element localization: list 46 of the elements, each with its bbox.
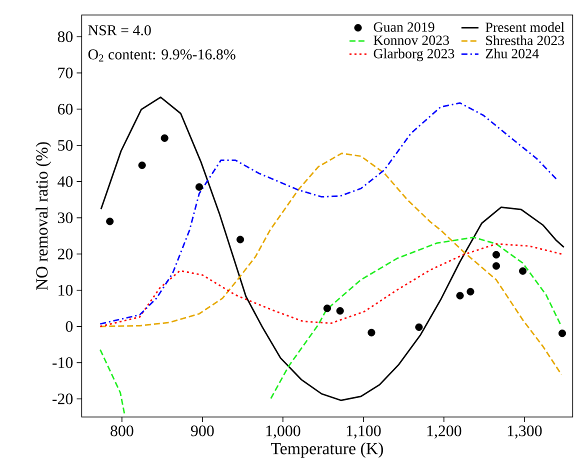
x-tick-label: 1,200 — [427, 426, 462, 439]
x-axis-title: Temperature (K) — [270, 442, 383, 458]
y-tick-label: 40 — [58, 176, 73, 187]
point — [415, 323, 423, 331]
point — [336, 307, 344, 315]
x-tick-label: 800 — [110, 426, 134, 436]
point — [236, 236, 244, 244]
line-series — [100, 96, 565, 402]
point — [195, 183, 204, 191]
legend-label: Guan 2019 — [374, 22, 434, 32]
x-tick-label: 1,000 — [266, 426, 300, 439]
y-tick-label: -20 — [52, 394, 73, 404]
y-tick-label: 60 — [58, 104, 73, 115]
legend-label: Present model — [486, 22, 564, 32]
y-tick-label: 50 — [58, 140, 73, 151]
annotation: O$_{2}$ content: 9.9%-16.8% — [88, 49, 236, 62]
y-tick-label: 70 — [58, 68, 73, 78]
point — [519, 267, 527, 275]
y-tick-label: 80 — [58, 31, 73, 42]
y-tick-label: 30 — [58, 212, 73, 224]
point — [466, 288, 474, 296]
legend-label: Konnov 2023 — [374, 36, 450, 45]
y-tick-label: 20 — [58, 248, 73, 260]
legend-label: Zhu 2024 — [486, 48, 539, 58]
x-tick-label: 1,300 — [508, 426, 542, 439]
line-series — [99, 152, 562, 376]
y-tick-label: 10 — [58, 284, 73, 296]
point — [492, 262, 500, 270]
y-axis-title: NO removal ratio (%) — [36, 142, 52, 290]
line-series — [99, 102, 558, 325]
annotation: NSR = 4.0 — [88, 25, 151, 36]
point — [160, 134, 168, 142]
point — [368, 328, 376, 336]
line-series — [99, 243, 562, 328]
legend-label: Glarborg 2023 — [374, 48, 454, 62]
point — [558, 330, 566, 338]
y-tick-label: 0 — [66, 321, 73, 332]
legend-label: Shrestha 2023 — [486, 35, 564, 46]
point — [492, 250, 500, 259]
x-tick-label: 1,100 — [346, 426, 381, 439]
point — [138, 162, 146, 170]
x-tick-label: 900 — [191, 426, 214, 436]
point — [106, 218, 114, 226]
y-tick-label: -10 — [52, 357, 73, 368]
point — [323, 304, 331, 312]
point — [456, 292, 464, 300]
